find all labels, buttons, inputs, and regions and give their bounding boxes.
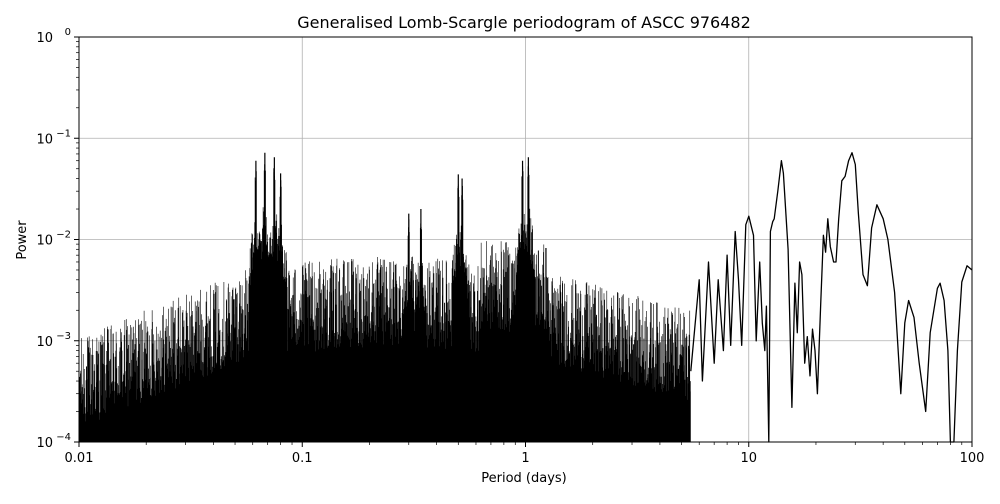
x-tick-labels: 0.01 0.1 1 10 100: [65, 442, 985, 466]
y-tick-label: 10: [36, 234, 53, 249]
y-tick-label: 10: [36, 31, 53, 46]
x-minor-ticks: [145, 442, 963, 445]
x-tick-label: 1: [521, 451, 529, 466]
data-series: [690, 152, 973, 443]
y-tick-exponent: 0: [65, 27, 71, 38]
dense-periodogram: [78, 152, 691, 442]
chart-title: Generalised Lomb-Scargle periodogram of …: [297, 13, 751, 32]
y-minor-ticks: [76, 41, 79, 412]
y-tick-exponent: −1: [56, 128, 71, 139]
x-tick-label: 10: [740, 451, 757, 466]
x-tick-label: 100: [960, 451, 985, 466]
y-tick-exponent: −2: [56, 230, 71, 241]
series-line: [690, 152, 973, 443]
y-tick-label: 10: [36, 335, 53, 350]
y-tick-exponent: −4: [56, 432, 71, 443]
y-tick-exponent: −3: [56, 331, 71, 342]
x-tick-label: 0.01: [65, 451, 94, 466]
y-tick-label: 10: [36, 132, 53, 147]
y-axis-label: Power: [15, 220, 30, 260]
x-tick-label: 0.1: [292, 451, 313, 466]
y-tick-label: 10: [36, 436, 53, 451]
x-axis-label: Period (days): [481, 471, 567, 486]
